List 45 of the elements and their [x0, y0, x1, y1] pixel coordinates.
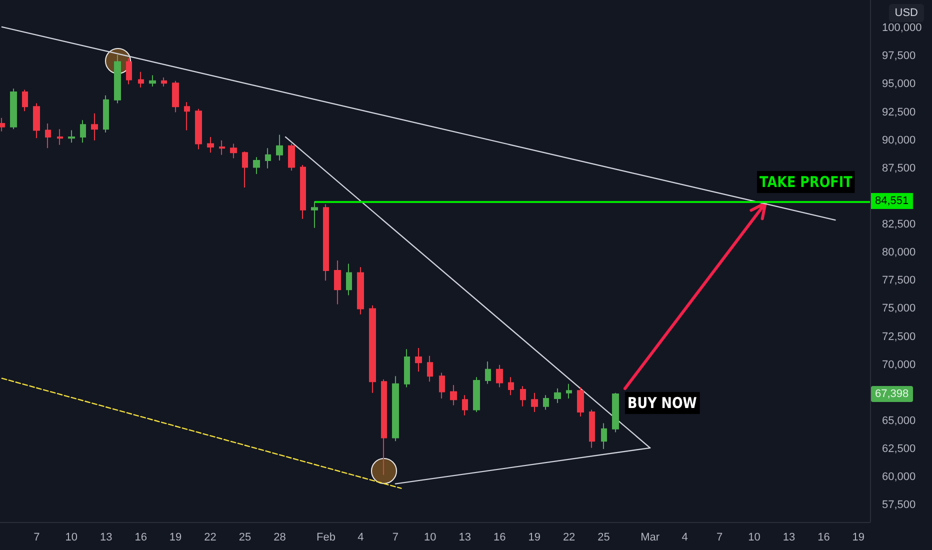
y-tick-label: 80,000: [882, 246, 916, 259]
x-tick-label: 19: [852, 532, 865, 544]
y-tick-label: 62,500: [882, 443, 916, 456]
x-tick-label: 22: [204, 532, 216, 544]
x-tick-label: 4: [682, 532, 688, 544]
x-tick-label: 16: [818, 532, 830, 544]
y-tick-label: 90,000: [882, 134, 916, 146]
y-tick-label: 75,000: [882, 302, 916, 315]
x-tick-label: 22: [562, 532, 576, 544]
y-tick-label: 77,500: [882, 274, 916, 287]
x-tick-label: 4: [358, 532, 364, 544]
x-tick-label: 10: [748, 532, 760, 544]
y-tick-label: 92,500: [882, 106, 916, 118]
x-tick-label: Mar: [640, 532, 660, 544]
y-tick-label: 97,500: [882, 50, 916, 62]
y-tick-label: 100,000: [882, 22, 922, 34]
x-tick-label: 25: [598, 532, 610, 544]
annotation: BUY NOW: [625, 392, 700, 414]
x-tick-label: 7: [716, 532, 723, 544]
x-tick-label: Feb: [316, 532, 336, 544]
x-tick-label: 19: [169, 532, 182, 544]
annotation: TAKE PROFIT: [757, 171, 856, 194]
x-tick-label: 7: [34, 532, 40, 544]
x-tick-label: 10: [65, 532, 78, 544]
y-tick-label: 65,000: [882, 414, 916, 427]
annotation: 67,398: [871, 386, 913, 402]
x-tick-label: 7: [392, 532, 399, 544]
y-tick-label: 72,500: [882, 330, 916, 343]
x-tick-label: 16: [134, 532, 147, 544]
x-tick-label: 16: [494, 532, 506, 544]
y-tick-label: 87,500: [882, 162, 916, 174]
y-tick-label: 60,000: [882, 471, 916, 484]
x-tick-label: 13: [100, 532, 112, 544]
x-tick-label: 19: [528, 532, 540, 544]
y-tick-label: 82,500: [882, 218, 916, 231]
ref-line-label: 84,551: [871, 193, 913, 210]
y-tick-label: 95,000: [882, 78, 916, 90]
x-tick-label: 13: [782, 532, 796, 544]
y-tick-label: 70,000: [882, 358, 916, 371]
x-tick-label: 28: [274, 532, 286, 544]
x-tick-label: 25: [238, 532, 252, 544]
x-tick-label: 13: [458, 532, 472, 544]
text: USD: [888, 4, 924, 22]
x-tick-label: 10: [424, 532, 436, 544]
y-tick-label: 57,500: [882, 499, 916, 512]
